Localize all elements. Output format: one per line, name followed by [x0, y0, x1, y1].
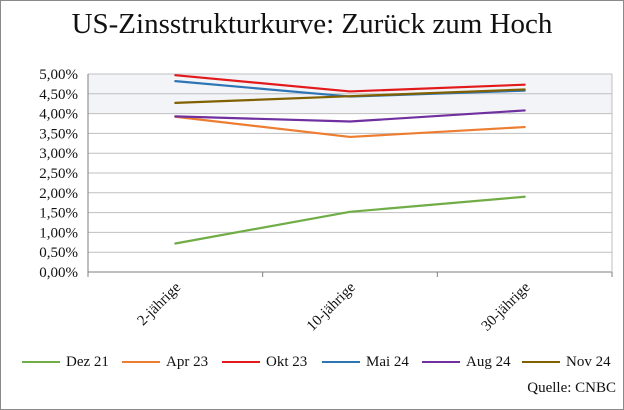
y-tick-label: 3,50% — [39, 126, 78, 142]
x-tick-label: 2-jährige — [135, 279, 185, 329]
legend-item: Aug 24 — [422, 350, 511, 374]
source-note: Quelle: CNBC — [527, 380, 616, 396]
series-line — [174, 195, 526, 245]
y-tick-label: 2,50% — [39, 166, 78, 182]
legend-label: Dez 21 — [66, 353, 109, 370]
legend-label: Aug 24 — [466, 353, 511, 370]
y-tick-label: 4,50% — [39, 87, 78, 103]
legend-swatch — [322, 361, 360, 363]
legend-swatch — [522, 361, 560, 363]
series-line — [174, 74, 526, 93]
series-line — [174, 115, 526, 139]
series-line — [174, 109, 526, 123]
legend-item: Okt 23 — [222, 350, 307, 374]
legend-swatch — [422, 361, 460, 363]
legend-item: Nov 24 — [522, 350, 611, 374]
y-tick-label: 0,00% — [39, 265, 78, 281]
legend-label: Nov 24 — [566, 353, 611, 370]
y-tick-label: 4,00% — [39, 107, 78, 123]
legend-item: Dez 21 — [22, 350, 109, 374]
legend-swatch — [222, 361, 260, 363]
y-tick-label: 1,50% — [39, 206, 78, 222]
legend-item: Mai 24 — [322, 350, 409, 374]
legend-label: Apr 23 — [166, 353, 209, 370]
series-line — [174, 88, 526, 105]
legend-swatch — [22, 361, 60, 363]
y-tick-label: 0,50% — [39, 245, 78, 261]
y-tick-label: 1,00% — [39, 225, 78, 241]
y-tick-label: 3,00% — [39, 146, 78, 162]
legend-label: Mai 24 — [366, 353, 409, 370]
chart-title: US-Zinsstrukturkurve: Zurück zum Hoch — [71, 8, 553, 40]
y-tick-label: 2,00% — [39, 186, 78, 202]
legend-label: Okt 23 — [266, 353, 308, 370]
x-tick-label: 10-jährige — [304, 279, 359, 334]
y-tick-label: 5,00% — [39, 67, 78, 83]
chart-legend: Dez 21 Apr 23 Okt 23 Mai 24 Aug 24 Nov 24 — [22, 350, 622, 374]
legend-swatch — [122, 361, 160, 363]
legend-item: Apr 23 — [122, 350, 208, 374]
x-tick-label: 30-jährige — [479, 279, 534, 334]
